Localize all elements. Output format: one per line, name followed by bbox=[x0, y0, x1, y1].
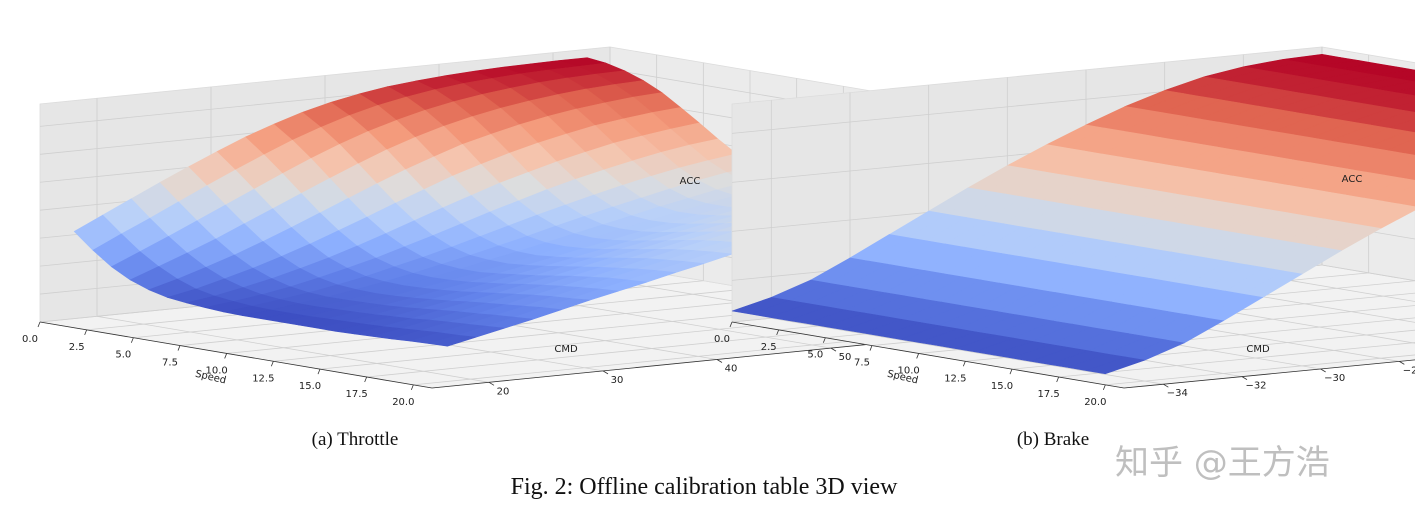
x-tick-mark bbox=[84, 329, 88, 336]
x-tick-mark bbox=[37, 321, 41, 328]
x-tick-label: 0.0 bbox=[22, 334, 38, 345]
y-tick-label: 30 bbox=[611, 375, 624, 386]
x-tick-label: 10.0 bbox=[898, 365, 920, 376]
x-tick-label: 7.5 bbox=[854, 358, 870, 369]
throttle-subtitle: (a) Throttle bbox=[312, 429, 399, 450]
grid-line bbox=[1321, 264, 1415, 282]
y-tick-mark bbox=[1320, 368, 1326, 373]
x-tick-mark bbox=[1102, 384, 1106, 391]
grid-line bbox=[1321, 222, 1415, 240]
brake-chart: 0.0 2.5 5.0 7.5 10.0 12.5 15.0 17.5 20.0 −34 −32 −3… bbox=[714, 46, 1415, 408]
x-tick-label: 15.0 bbox=[299, 381, 321, 392]
y-tick-label: −32 bbox=[1245, 381, 1266, 392]
surface-patch bbox=[428, 334, 477, 347]
x-tick-mark bbox=[177, 345, 181, 351]
x-tick-mark bbox=[130, 337, 134, 343]
x-tick-mark bbox=[962, 361, 966, 367]
grid-line bbox=[771, 317, 1164, 385]
x-tick-mark bbox=[869, 345, 873, 351]
x-tick-mark bbox=[1056, 376, 1060, 383]
y-tick-label: −30 bbox=[1324, 373, 1345, 384]
y-tick-mark bbox=[716, 359, 723, 363]
y-axis-title: CMD bbox=[1246, 344, 1270, 355]
y-tick-label: 50 bbox=[839, 352, 852, 363]
x-tick-label: 0.0 bbox=[714, 334, 730, 345]
y-tick-mark bbox=[830, 347, 837, 352]
x-tick-mark bbox=[410, 384, 414, 391]
x-tick-mark bbox=[224, 353, 228, 359]
y-axis-line bbox=[1123, 359, 1415, 389]
y-tick-label: 40 bbox=[725, 364, 738, 375]
y-tick-mark bbox=[488, 381, 495, 386]
surface-patch bbox=[1086, 356, 1145, 375]
x-tick-mark bbox=[776, 329, 780, 336]
y-tick-label: −28 bbox=[1403, 365, 1415, 376]
x-tick-mark bbox=[729, 321, 733, 328]
x-tick-label: 17.5 bbox=[346, 389, 368, 400]
brake-subtitle: (b) Brake bbox=[1017, 429, 1089, 450]
x-tick-mark bbox=[317, 368, 321, 375]
z-axis-title: ACC bbox=[680, 176, 701, 187]
grid-line bbox=[1105, 354, 1415, 386]
surface-patch bbox=[1409, 109, 1415, 113]
x-tick-mark bbox=[1009, 368, 1013, 375]
y-tick-label: 20 bbox=[497, 386, 510, 397]
x-tick-label: 20.0 bbox=[392, 397, 414, 408]
x-tick-label: 5.0 bbox=[807, 350, 823, 361]
x-tick-label: 20.0 bbox=[1084, 397, 1106, 408]
x-tick-mark bbox=[822, 337, 826, 343]
x-tick-label: 5.0 bbox=[115, 350, 131, 361]
x-tick-label: 2.5 bbox=[69, 342, 85, 353]
y-tick-mark bbox=[1163, 383, 1169, 388]
x-tick-label: 12.5 bbox=[944, 373, 966, 384]
x-tick-mark bbox=[916, 353, 920, 359]
y-tick-mark bbox=[602, 370, 609, 375]
grid-line bbox=[1058, 342, 1415, 378]
y-axis-title: CMD bbox=[554, 344, 578, 355]
grid-line bbox=[96, 315, 490, 383]
y-tick-mark bbox=[1399, 361, 1405, 365]
y-tick-label: −34 bbox=[1167, 388, 1188, 399]
x-tick-mark bbox=[270, 361, 274, 367]
watermark: 知乎 @王方浩 bbox=[1115, 443, 1330, 483]
surface-patch bbox=[1402, 172, 1415, 181]
y-tick-mark bbox=[1241, 376, 1248, 380]
x-tick-label: 2.5 bbox=[761, 342, 777, 353]
z-axis-title: ACC bbox=[1342, 174, 1363, 185]
x-tick-label: 7.5 bbox=[162, 358, 178, 369]
x-tick-label: 17.5 bbox=[1038, 389, 1060, 400]
x-tick-label: 12.5 bbox=[252, 373, 274, 384]
x-tick-label: 10.0 bbox=[206, 365, 228, 376]
x-tick-mark bbox=[364, 376, 368, 383]
grid-line bbox=[1243, 272, 1415, 302]
x-tick-label: 15.0 bbox=[991, 381, 1013, 392]
figure-caption: Fig. 2: Offline calibration table 3D vie… bbox=[511, 474, 898, 500]
